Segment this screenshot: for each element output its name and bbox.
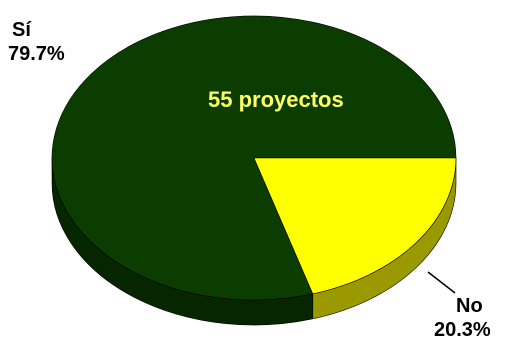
slice-no [253, 157, 457, 295]
slice-percent-no: 20.3% [434, 319, 491, 341]
no-slice-leader-line [427, 271, 456, 294]
slice-label-no: No [456, 295, 483, 317]
project-count-annotation: 55 proyectos [208, 87, 344, 112]
slice-label-si: Sí [12, 19, 32, 41]
slice-percent-si: 79.7% [8, 43, 65, 65]
pie-slices [51, 15, 457, 301]
